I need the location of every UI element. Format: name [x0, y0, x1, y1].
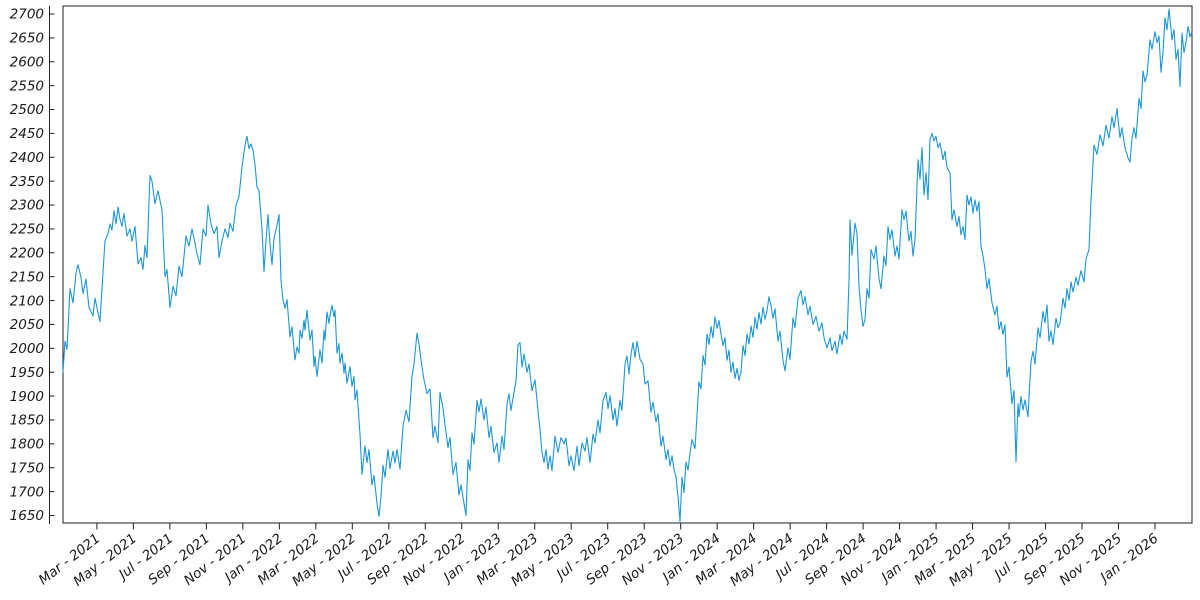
- y-tick-label: 2250: [10, 222, 44, 238]
- y-tick-label: 2700: [10, 7, 44, 23]
- plot-border: [62, 5, 1193, 524]
- y-tick-label: 2200: [10, 246, 44, 262]
- y-tick-label: 1950: [10, 365, 44, 381]
- y-tick-label: 1750: [10, 460, 44, 476]
- y-tick-label: 2650: [10, 31, 44, 47]
- y-tick-label: 2350: [10, 174, 44, 190]
- y-tick-label: 2100: [10, 293, 44, 309]
- y-tick-label: 1700: [10, 484, 44, 500]
- y-tick-label: 1850: [10, 413, 44, 429]
- plot-frame: [62, 5, 1193, 524]
- y-tick-label: 2050: [10, 317, 44, 333]
- y-tick-label: 2300: [10, 198, 44, 214]
- y-tick-label: 2000: [10, 341, 44, 357]
- y-tick-label: 2450: [10, 126, 44, 142]
- price-line: [62, 8, 1193, 523]
- y-tick-label: 1800: [10, 437, 44, 453]
- y-tick-label: 2600: [10, 54, 44, 70]
- y-tick-label: 2550: [10, 78, 44, 94]
- y-tick-label: 2400: [10, 150, 44, 166]
- y-tick-label: 1900: [10, 389, 44, 405]
- y-axis: 2700 2650 2600 2550 2500 2450 2400 2350 2300 2250…: [10, 6, 55, 524]
- y-tick-label: 2150: [10, 269, 44, 285]
- y-tick-label: 2500: [10, 102, 44, 118]
- price-series: [62, 8, 1193, 523]
- y-tick-label: 1650: [10, 508, 44, 524]
